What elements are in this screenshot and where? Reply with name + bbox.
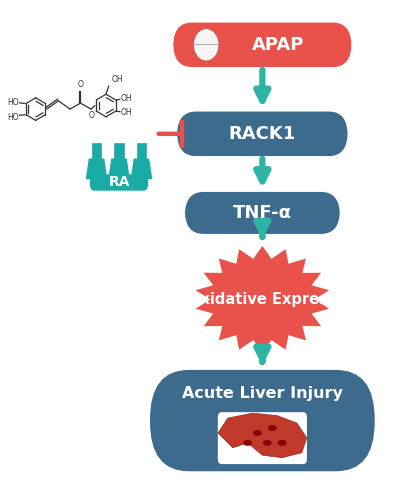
Ellipse shape: [253, 430, 262, 436]
Text: OH: OH: [112, 74, 123, 84]
Text: APAP: APAP: [252, 36, 304, 54]
FancyBboxPatch shape: [137, 142, 146, 158]
Polygon shape: [86, 158, 107, 180]
Text: HO: HO: [7, 98, 19, 108]
Text: HO: HO: [7, 114, 19, 122]
FancyBboxPatch shape: [92, 142, 101, 158]
Polygon shape: [196, 246, 329, 353]
FancyBboxPatch shape: [218, 412, 307, 464]
Text: OH: OH: [120, 108, 132, 117]
Text: Oxidative Express: Oxidative Express: [188, 292, 337, 307]
Ellipse shape: [243, 440, 252, 446]
Ellipse shape: [277, 440, 286, 446]
Wedge shape: [194, 29, 219, 60]
FancyBboxPatch shape: [177, 112, 347, 156]
Text: O: O: [88, 111, 94, 120]
Polygon shape: [108, 158, 130, 180]
Text: Acute Liver Injury: Acute Liver Injury: [182, 386, 343, 401]
FancyBboxPatch shape: [90, 174, 148, 190]
FancyBboxPatch shape: [173, 22, 351, 67]
Ellipse shape: [263, 440, 272, 446]
Text: RACK1: RACK1: [229, 125, 296, 143]
Polygon shape: [218, 413, 307, 458]
Text: O: O: [77, 80, 83, 89]
FancyBboxPatch shape: [150, 370, 375, 472]
Text: RA: RA: [108, 176, 130, 190]
Wedge shape: [194, 29, 219, 60]
FancyBboxPatch shape: [185, 192, 340, 234]
Ellipse shape: [268, 425, 277, 431]
Text: TNF-α: TNF-α: [233, 204, 292, 222]
Polygon shape: [130, 158, 152, 180]
Text: OH: OH: [120, 94, 132, 103]
FancyBboxPatch shape: [114, 142, 124, 158]
